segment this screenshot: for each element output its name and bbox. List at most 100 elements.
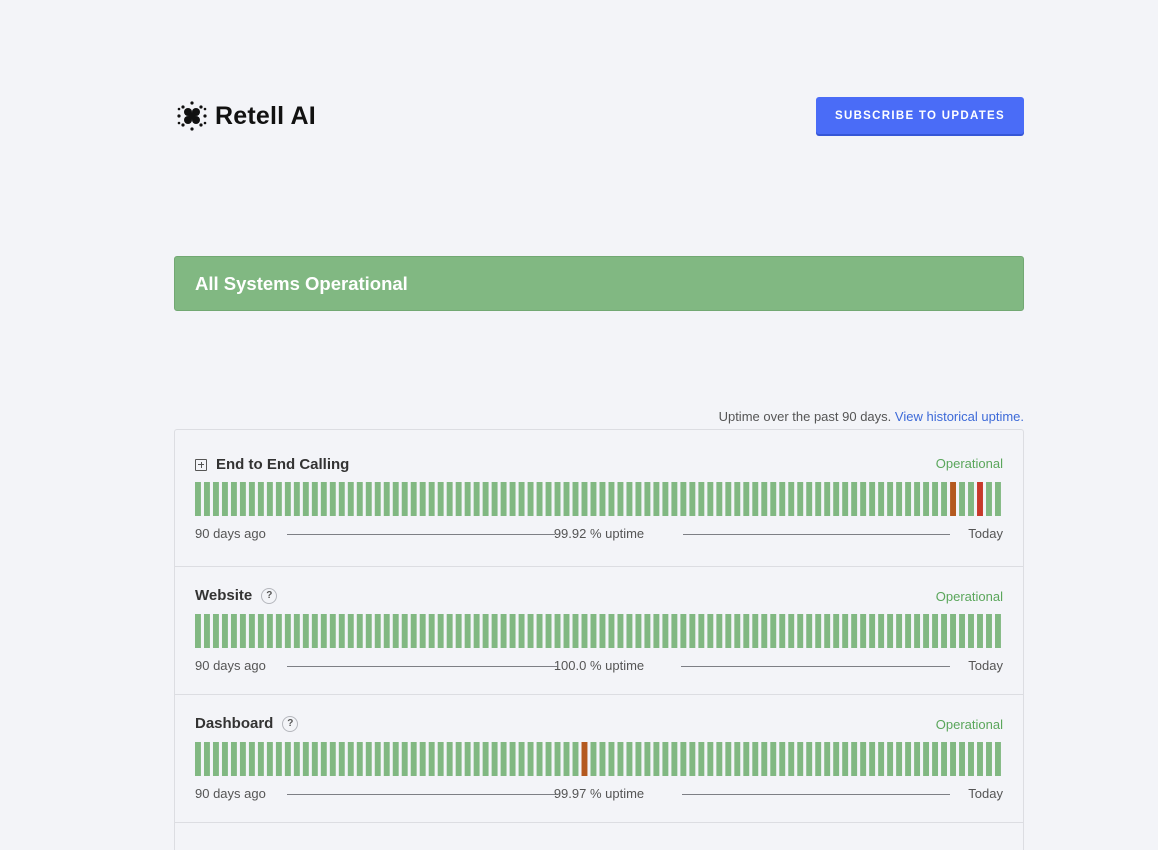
uptime-bar-operational[interactable] [752, 742, 759, 776]
uptime-bar-operational[interactable] [500, 614, 507, 648]
uptime-bar-operational[interactable] [887, 742, 894, 776]
uptime-bar-operational[interactable] [195, 482, 201, 516]
uptime-bar-operational[interactable] [311, 614, 318, 648]
uptime-bar-operational[interactable] [302, 742, 309, 776]
uptime-bar-operational[interactable] [554, 482, 561, 516]
uptime-bar-operational[interactable] [797, 482, 804, 516]
uptime-bar-operational[interactable] [995, 614, 1001, 648]
uptime-bar-operational[interactable] [968, 742, 974, 776]
uptime-bar-operational[interactable] [275, 482, 282, 516]
uptime-bar-operational[interactable] [455, 614, 462, 648]
uptime-bar-operational[interactable] [842, 482, 849, 516]
uptime-bar-operational[interactable] [320, 614, 327, 648]
uptime-bar-operational[interactable] [797, 614, 804, 648]
uptime-bar-operational[interactable] [698, 742, 705, 776]
uptime-bar-operational[interactable] [698, 614, 705, 648]
uptime-bar-operational[interactable] [959, 482, 965, 516]
uptime-bar-operational[interactable] [374, 482, 381, 516]
uptime-bar-operational[interactable] [851, 614, 858, 648]
uptime-bar-operational[interactable] [572, 482, 579, 516]
uptime-bar-operational[interactable] [383, 482, 390, 516]
uptime-bar-operational[interactable] [599, 482, 606, 516]
uptime-bar-operational[interactable] [734, 614, 741, 648]
uptime-bar-operational[interactable] [293, 614, 300, 648]
uptime-bar-operational[interactable] [716, 742, 723, 776]
uptime-bar-operational[interactable] [518, 742, 525, 776]
uptime-bar-operational[interactable] [716, 614, 723, 648]
uptime-bar-operational[interactable] [356, 482, 363, 516]
uptime-bar-operational[interactable] [401, 742, 408, 776]
uptime-bar-operational[interactable] [392, 742, 399, 776]
uptime-bar-operational[interactable] [518, 614, 525, 648]
uptime-bar-operational[interactable] [626, 614, 633, 648]
uptime-bar-operational[interactable] [293, 742, 300, 776]
uptime-bar-operational[interactable] [446, 482, 453, 516]
uptime-bar-operational[interactable] [230, 482, 237, 516]
uptime-bar-operational[interactable] [293, 482, 300, 516]
uptime-bar-operational[interactable] [689, 482, 696, 516]
uptime-bar-operational[interactable] [680, 742, 687, 776]
uptime-bar-operational[interactable] [878, 482, 885, 516]
uptime-bar-operational[interactable] [626, 482, 633, 516]
uptime-bar-operational[interactable] [257, 742, 264, 776]
uptime-bar-operational[interactable] [653, 742, 660, 776]
uptime-bar-operational[interactable] [536, 482, 543, 516]
uptime-bar-operational[interactable] [932, 482, 939, 516]
uptime-bar-operational[interactable] [383, 742, 390, 776]
uptime-bar-operational[interactable] [608, 614, 615, 648]
uptime-bar-operational[interactable] [473, 482, 480, 516]
uptime-bar-operational[interactable] [626, 742, 633, 776]
uptime-bar-operational[interactable] [680, 482, 687, 516]
uptime-bar-operational[interactable] [716, 482, 723, 516]
uptime-bar-operational[interactable] [797, 742, 804, 776]
uptime-bar-operational[interactable] [770, 742, 777, 776]
uptime-bar-operational[interactable] [896, 482, 903, 516]
uptime-bar-operational[interactable] [464, 482, 471, 516]
uptime-bar-operational[interactable] [851, 482, 858, 516]
uptime-bar-operational[interactable] [986, 614, 992, 648]
uptime-bar-operational[interactable] [869, 742, 876, 776]
uptime-bar-operational[interactable] [302, 614, 309, 648]
uptime-bar-operational[interactable] [572, 614, 579, 648]
uptime-bar-operational[interactable] [905, 742, 912, 776]
uptime-bar-operational[interactable] [221, 614, 228, 648]
uptime-bar-operational[interactable] [887, 614, 894, 648]
uptime-bar-operational[interactable] [644, 742, 651, 776]
uptime-bar-operational[interactable] [329, 742, 336, 776]
uptime-bar-operational[interactable] [527, 742, 534, 776]
uptime-bar-operational[interactable] [734, 482, 741, 516]
uptime-bar-partial[interactable] [950, 482, 956, 516]
uptime-bar-operational[interactable] [905, 482, 912, 516]
uptime-bar-operational[interactable] [914, 614, 921, 648]
uptime-bar-operational[interactable] [752, 614, 759, 648]
uptime-bar-operational[interactable] [752, 482, 759, 516]
uptime-bar-operational[interactable] [734, 742, 741, 776]
uptime-bar-operational[interactable] [824, 742, 831, 776]
uptime-bar-operational[interactable] [941, 614, 948, 648]
uptime-bar-operational[interactable] [950, 742, 956, 776]
uptime-bar-operational[interactable] [392, 614, 399, 648]
uptime-bar-operational[interactable] [635, 614, 642, 648]
uptime-bar-operational[interactable] [590, 742, 597, 776]
uptime-bar-operational[interactable] [500, 482, 507, 516]
uptime-bar-major[interactable] [977, 482, 983, 516]
uptime-bar-operational[interactable] [554, 614, 561, 648]
uptime-bar-operational[interactable] [491, 614, 498, 648]
uptime-bar-operational[interactable] [464, 614, 471, 648]
uptime-bar-operational[interactable] [806, 742, 813, 776]
uptime-bar-operational[interactable] [446, 742, 453, 776]
uptime-bar-operational[interactable] [419, 614, 426, 648]
uptime-bar-operational[interactable] [266, 614, 273, 648]
uptime-bar-operational[interactable] [518, 482, 525, 516]
uptime-bar-operational[interactable] [212, 614, 219, 648]
uptime-bar-operational[interactable] [239, 482, 246, 516]
uptime-bar-operational[interactable] [815, 482, 822, 516]
uptime-bar-operational[interactable] [707, 614, 714, 648]
brand-logo-link[interactable]: Retell AI [176, 100, 316, 132]
uptime-bar-operational[interactable] [410, 742, 417, 776]
uptime-bar-operational[interactable] [347, 614, 354, 648]
uptime-bar-operational[interactable] [239, 614, 246, 648]
uptime-bar-operational[interactable] [356, 614, 363, 648]
uptime-bar-operational[interactable] [329, 614, 336, 648]
uptime-bar-operational[interactable] [581, 614, 588, 648]
